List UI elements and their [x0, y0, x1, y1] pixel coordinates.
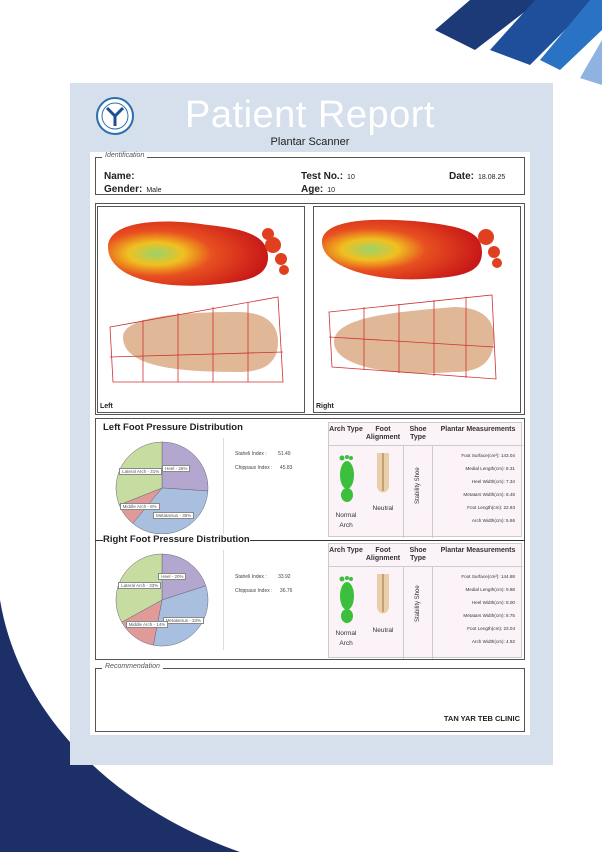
age-label: Age: — [301, 184, 324, 195]
plantar-header: Plantar Measurements — [440, 547, 516, 554]
measurement-item: Metatars Width(cm): 8.48 — [463, 492, 515, 497]
test-label: Test No.: — [301, 171, 344, 182]
arch-footprint-icon — [339, 455, 354, 502]
shoe-type-value: Stability Shoe — [415, 467, 421, 504]
test-value: 10 — [347, 174, 355, 181]
chippaux-label: Chippaux Index : — [235, 465, 273, 471]
arch-footprint-icon — [339, 576, 354, 623]
measurement-item: Heel Width(cm): 8.00 — [471, 600, 515, 605]
chippaux-value: 45.83 — [279, 465, 293, 471]
plantar-header: Plantar Measurements — [440, 426, 516, 433]
staheli-value: 33.92 — [278, 574, 291, 580]
left-foot-scan: Left — [97, 206, 305, 413]
date-value: 18.08.25 — [478, 174, 506, 181]
measurement-item: Medial Length(cm): 9.88 — [465, 587, 515, 592]
shoe-type-header: Shoe Type — [409, 426, 427, 441]
page-title: Patient Report — [185, 94, 435, 136]
gender-value: Male — [146, 187, 162, 194]
measurement-item: Medial Length(cm): 8.31 — [465, 466, 515, 471]
right-pressure-block: Right Foot Pressure Distribution Staheli… — [95, 534, 525, 658]
pie-label: Middle Arch - 14% — [125, 621, 169, 629]
arch-type-value: Normal Arch — [335, 512, 357, 529]
right-foot-summary-table: Arch Type Foot Alignment Shoe Type Plant… — [328, 543, 523, 659]
plantar-measurements: Foot Surface(cm²): 144.88 Medial Length(c… — [425, 570, 515, 648]
pie-slice — [132, 487, 209, 535]
staheli-value: 51.49 — [278, 451, 291, 457]
right-foot-pressure-image — [322, 219, 502, 380]
left-pressure-block: Left Foot Pressure Distribution Staheli … — [95, 418, 525, 538]
name-label: Name: — [104, 171, 135, 182]
pie-label: Lateral Arch - 33% — [118, 581, 162, 589]
clinic-logo-icon — [96, 97, 134, 135]
measurement-item: Arch Width(cm): 5.86 — [471, 518, 515, 523]
left-scan-label: Left — [100, 403, 113, 410]
left-foot-pressure-image — [108, 221, 289, 383]
decorative-curve — [0, 600, 240, 852]
staheli-label: Staheli Index : — [235, 574, 267, 580]
right-foot-scan: Right — [313, 206, 521, 413]
recommendation-section: Recommendation TAN YAR TEB CLINIC — [95, 663, 525, 732]
alignment-value: Neutral — [372, 505, 394, 512]
date-label: Date: — [449, 171, 475, 182]
foot-alignment-icon — [377, 574, 389, 614]
measurement-item: Foot Surface(cm²): 143.04 — [461, 453, 515, 458]
clinic-name: TAN YAR TEB CLINIC — [443, 714, 520, 723]
chippaux-label: Chippaux Index : — [235, 588, 273, 594]
alignment-value: Neutral — [372, 627, 394, 634]
foot-alignment-icon — [377, 453, 389, 493]
identification-section: Identification Name: Gender: Male Test No… — [95, 152, 525, 195]
pie-label: Metatarsus - 33% — [162, 616, 204, 624]
decorative-stripes — [435, 0, 602, 85]
left-pressure-title: Left Foot Pressure Distribution — [103, 422, 243, 433]
arch-type-value: Normal Arch — [335, 630, 357, 647]
measurement-item: Foot Length(cm): 22.93 — [467, 505, 515, 510]
section-divider — [95, 540, 525, 541]
left-pie-chart — [115, 441, 209, 535]
measurement-item: Foot Length(cm): 23.04 — [467, 626, 515, 631]
measurement-item: Metatars Width(cm): 8.75 — [463, 613, 515, 618]
pie-slice — [153, 585, 209, 647]
left-foot-summary-table: Arch Type Foot Alignment Shoe Type Plant… — [328, 422, 523, 538]
pie-label: Heel - 26% — [162, 464, 191, 472]
shoe-type-header: Shoe Type — [409, 547, 427, 562]
pie-label: Lateral Arch - 31% — [119, 468, 163, 476]
measurement-item: Arch Width(cm): 4.92 — [471, 639, 515, 644]
pie-label: Middle Arch - 8% — [119, 502, 160, 510]
right-scan-label: Right — [316, 403, 334, 410]
plantar-measurements: Foot Surface(cm²): 143.04 Medial Length(c… — [425, 449, 515, 527]
staheli-label: Staheli Index : — [235, 451, 267, 457]
chippaux-value: 36.76 — [279, 588, 293, 594]
recommendation-legend: Recommendation — [102, 663, 163, 670]
identification-legend: Identification — [102, 152, 148, 159]
pressure-section — [95, 418, 525, 660]
shoe-type-value: Stability Shoe — [415, 585, 421, 622]
right-pie-chart — [115, 553, 209, 647]
gender-label: Gender: — [104, 184, 143, 195]
measurement-item: Foot Surface(cm²): 144.88 — [461, 574, 515, 579]
page-subtitle: Plantar Scanner — [270, 136, 350, 148]
measurement-item: Heel Width(cm): 7.34 — [471, 479, 515, 484]
right-pressure-title: Right Foot Pressure Distribution — [103, 534, 250, 545]
alignment-header: Foot Alignment — [365, 426, 401, 441]
pie-label: Heel - 20% — [158, 572, 187, 580]
pie-label: Metatarsus - 35% — [152, 512, 195, 520]
scan-section — [95, 203, 525, 415]
arch-type-header: Arch Type — [329, 426, 363, 433]
alignment-header: Foot Alignment — [365, 547, 401, 562]
age-value: 10 — [327, 187, 336, 194]
arch-type-header: Arch Type — [329, 547, 363, 554]
